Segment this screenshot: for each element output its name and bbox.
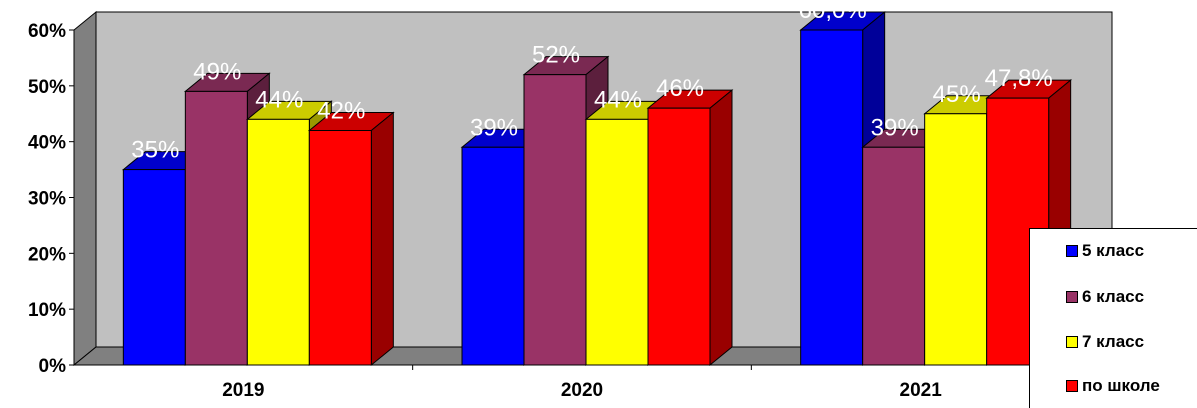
bar-front	[184, 90, 248, 366]
legend-item-6-class: 6 класс	[1066, 287, 1144, 307]
legend-swatch-5-class	[1066, 245, 1078, 257]
data-label: 39%	[470, 114, 518, 141]
bar-front	[308, 130, 372, 366]
bar-front	[523, 74, 587, 366]
data-label: 35%	[131, 137, 179, 164]
y-tick-label: 30%	[28, 189, 66, 210]
data-label: 44%	[594, 86, 642, 113]
bar-front	[585, 118, 649, 366]
data-label: 44%	[255, 86, 303, 113]
legend-label-5-class: 5 класс	[1082, 241, 1145, 260]
data-label: 49%	[193, 58, 241, 85]
data-label: 46%	[656, 75, 704, 102]
bar-front	[122, 169, 186, 366]
data-labels-group: 35% 49% 44% 42% 39% 52% 44% 46% 60,0% 39% 45%47,8%	[131, 0, 1052, 164]
y-tick-label: 20%	[28, 244, 66, 265]
bar-front	[924, 113, 988, 366]
data-label: 52%	[532, 42, 580, 69]
legend-swatch-6-class	[1066, 291, 1078, 303]
legend: 5 класс 6 класс 7 класс по школе	[1029, 228, 1197, 408]
legend-swatch-school	[1066, 380, 1078, 392]
side-wall	[73, 10, 97, 367]
bar-side	[709, 89, 733, 367]
legend-item-7-class: 7 класс	[1066, 332, 1144, 352]
x-category-label: 2021	[900, 380, 943, 401]
bar-front	[246, 118, 310, 366]
data-label: 47,8%	[985, 65, 1053, 92]
data-label: 39%	[871, 114, 919, 141]
bar-front	[862, 146, 926, 366]
legend-item-school: по школе	[1066, 376, 1160, 396]
data-label: 60,0%	[799, 0, 867, 24]
data-label: 45%	[933, 81, 981, 108]
x-category-label: 2020	[561, 380, 603, 401]
bar-front	[800, 29, 864, 366]
y-tick-label: 0%	[39, 356, 67, 377]
y-tick-label: 60%	[28, 21, 66, 42]
axes: 0% 10% 20% 30% 40% 50% 60% 2019 2020 2021	[28, 21, 1090, 401]
x-category-label: 2019	[222, 380, 264, 401]
bar-front	[647, 107, 711, 366]
y-tick-label: 40%	[28, 133, 66, 154]
legend-item-5-class: 5 класс	[1066, 241, 1144, 261]
bar	[307, 111, 395, 367]
bar	[646, 89, 734, 367]
legend-label-7-class: 7 класс	[1082, 332, 1145, 351]
y-tick-label: 10%	[28, 300, 66, 321]
data-label: 42%	[317, 98, 365, 125]
legend-swatch-7-class	[1066, 336, 1078, 348]
legend-label-school: по школе	[1082, 376, 1160, 395]
bar-front	[461, 146, 525, 366]
bar-side	[370, 111, 394, 367]
legend-label-6-class: 6 класс	[1082, 287, 1145, 306]
y-tick-label: 50%	[28, 77, 66, 98]
